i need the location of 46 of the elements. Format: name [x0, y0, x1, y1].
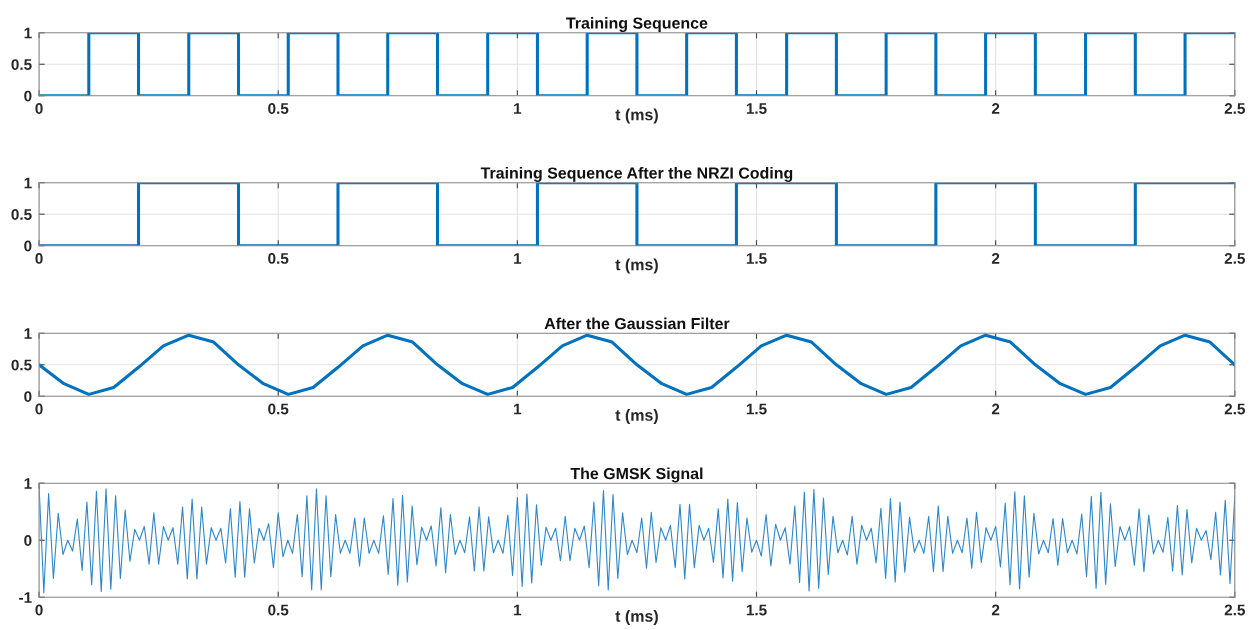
x-tick-label: 2.5: [1224, 604, 1245, 616]
y-tick-label: 0.5: [11, 209, 32, 220]
x-axis-title: t (ms): [615, 610, 658, 625]
y-tick-label: 0: [24, 240, 32, 252]
x-tick-label: 1: [514, 253, 522, 264]
x-tick-label: 1.5: [746, 253, 767, 264]
y-tick-label: 0: [24, 391, 32, 402]
x-tick-label: 2: [991, 403, 1000, 415]
x-tick-label: 1: [514, 403, 522, 415]
chart-title: The GMSK Signal: [570, 467, 703, 483]
y-tick-label: 1: [24, 27, 32, 39]
chart-title: After the Gaussian Filter: [544, 317, 730, 330]
x-tick-label: 2.5: [1224, 103, 1245, 114]
chart-title: Training Sequence: [566, 17, 708, 32]
x-tick-label: 0.5: [268, 253, 289, 264]
y-tick-label: 0.5: [11, 59, 32, 70]
x-tick-label: 2.5: [1224, 253, 1245, 264]
x-tick-label: 2: [991, 103, 1000, 114]
x-axis-title: t (ms): [615, 108, 658, 124]
y-tick-label: 1: [24, 328, 32, 339]
x-tick-label: 1: [514, 103, 522, 114]
x-tick-label: 0.5: [268, 604, 289, 616]
x-tick-label: 1: [514, 604, 522, 616]
y-tick-label: -1: [19, 592, 32, 603]
x-tick-label: 0: [35, 403, 43, 415]
y-tick-label: 0: [24, 90, 32, 102]
x-tick-label: 2.5: [1224, 403, 1245, 415]
chart-title: Training Sequence After the NRZI Coding: [480, 166, 793, 182]
x-tick-label: 0.5: [268, 403, 289, 415]
x-tick-label: 0: [35, 103, 43, 114]
x-tick-label: 2: [991, 604, 1000, 616]
line-series: [39, 485, 1235, 594]
y-tick-label: 1: [24, 478, 32, 489]
x-tick-label: 1.5: [746, 103, 767, 114]
x-tick-label: 1.5: [746, 604, 767, 616]
y-tick-label: 0: [24, 535, 32, 546]
line-series: [39, 333, 1235, 396]
x-axis-title: t (ms): [615, 409, 658, 425]
y-tick-label: 0.5: [11, 359, 32, 371]
x-tick-label: 0.5: [268, 103, 289, 114]
y-tick-label: 1: [24, 177, 32, 189]
x-tick-label: 0: [35, 604, 43, 616]
x-tick-label: 0: [35, 253, 43, 264]
x-axis-title: t (ms): [615, 258, 658, 274]
x-tick-label: 1.5: [746, 403, 767, 415]
x-tick-label: 2: [991, 253, 1000, 264]
